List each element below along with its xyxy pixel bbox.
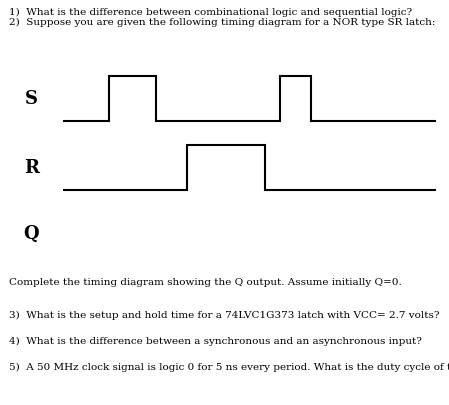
Text: S: S xyxy=(25,90,38,108)
Text: 3)  What is the setup and hold time for a 74LVC1G373 latch with VCC= 2.7 volts?: 3) What is the setup and hold time for a… xyxy=(9,310,440,319)
Text: 2)  Suppose you are given the following timing diagram for a NOR type SR latch:: 2) Suppose you are given the following t… xyxy=(9,18,436,27)
Text: 1)  What is the difference between combinational logic and sequential logic?: 1) What is the difference between combin… xyxy=(9,8,412,17)
Text: R: R xyxy=(24,159,39,177)
Text: 4)  What is the difference between a synchronous and an asynchronous input?: 4) What is the difference between a sync… xyxy=(9,336,422,345)
Text: Complete the timing diagram showing the Q output. Assume initially Q=0.: Complete the timing diagram showing the … xyxy=(9,277,402,286)
Text: Q: Q xyxy=(24,224,39,242)
Text: 5)  A 50 MHz clock signal is logic 0 for 5 ns every period. What is the duty cyc: 5) A 50 MHz clock signal is logic 0 for … xyxy=(9,362,449,371)
